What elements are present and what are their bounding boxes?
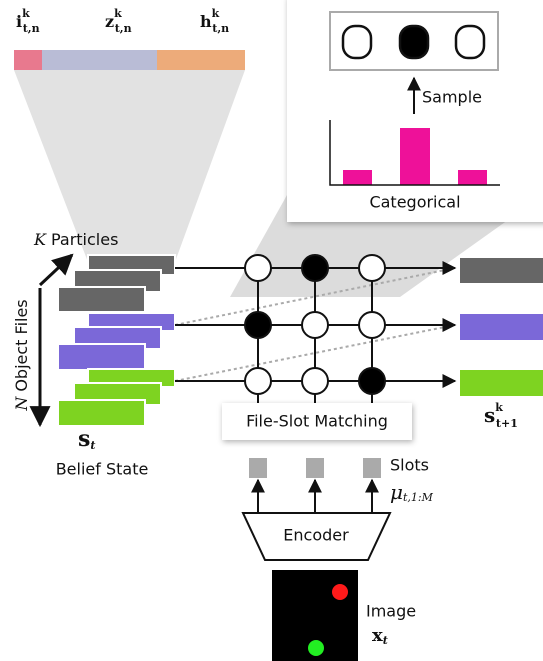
text-part: N xyxy=(12,396,31,412)
particle-stacks xyxy=(57,254,176,427)
categorical-label: Categorical xyxy=(369,193,460,212)
category-slot xyxy=(398,24,430,60)
text-part: μ xyxy=(390,480,403,504)
histogram xyxy=(329,120,500,186)
object-files-label: N Object Files xyxy=(12,299,31,411)
slots xyxy=(249,458,381,512)
i-label: ik t,n xyxy=(16,7,40,35)
particle-vector xyxy=(14,50,245,70)
matching-grid xyxy=(174,254,457,405)
slots-label: Slots xyxy=(390,456,429,475)
text-part: K xyxy=(33,230,47,249)
text-part: s xyxy=(78,426,90,452)
belief-label: Belief State xyxy=(56,460,149,479)
output-files xyxy=(460,258,543,396)
text-part: s xyxy=(484,403,495,427)
text-part: k xyxy=(495,401,503,414)
category-slot xyxy=(341,24,373,60)
sample-label: Sample xyxy=(422,88,482,107)
text-part: t,n xyxy=(212,22,229,35)
matching-label: File-Slot Matching xyxy=(246,412,388,431)
text-part: Particles xyxy=(51,230,118,249)
output-symbol: sk t+1 xyxy=(484,401,518,430)
image-label: Image xyxy=(366,602,416,621)
text-part: t+1 xyxy=(496,417,518,430)
text-part: z xyxy=(105,12,114,31)
encoder-label: Encoder xyxy=(283,526,349,545)
slots-symbol: μt,1:M xyxy=(390,480,434,505)
encoder xyxy=(241,512,392,561)
text-part: k xyxy=(212,7,220,20)
belief-symbol: st xyxy=(78,426,95,452)
text-part: h xyxy=(200,12,212,31)
h-label: hk t,n xyxy=(200,7,229,35)
text-part: t xyxy=(383,634,388,647)
text-part: t xyxy=(90,439,95,452)
image-symbol: xt xyxy=(372,625,388,647)
text-part: Object Files xyxy=(12,299,31,391)
text-part: t,n xyxy=(23,22,40,35)
category-slot xyxy=(454,24,486,60)
particles-label: K Particles xyxy=(33,230,118,249)
text-part: k xyxy=(114,7,122,20)
text-part: i xyxy=(16,12,22,31)
zoom-funnel xyxy=(14,70,245,262)
input-image xyxy=(272,570,358,661)
particles-arrow xyxy=(38,253,74,287)
text-part: t,n xyxy=(115,22,132,35)
text-part: x xyxy=(372,625,383,646)
z-label: zk t,n xyxy=(105,7,132,35)
text-part: k xyxy=(22,7,30,20)
matching-box xyxy=(222,403,412,440)
text-part: t,1:M xyxy=(403,491,434,504)
